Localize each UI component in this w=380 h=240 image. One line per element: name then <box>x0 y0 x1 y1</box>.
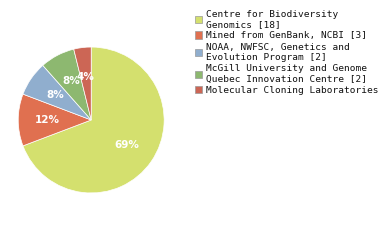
Wedge shape <box>18 94 91 146</box>
Wedge shape <box>23 47 164 193</box>
Text: 12%: 12% <box>35 115 60 125</box>
Wedge shape <box>74 47 91 120</box>
Text: 8%: 8% <box>46 90 64 100</box>
Text: 4%: 4% <box>77 72 95 82</box>
Text: 69%: 69% <box>115 140 140 150</box>
Wedge shape <box>43 49 91 120</box>
Text: 8%: 8% <box>62 76 80 86</box>
Wedge shape <box>23 65 91 120</box>
Legend: Centre for Biodiversity
Genomics [18], Mined from GenBank, NCBI [3], NOAA, NWFSC: Centre for Biodiversity Genomics [18], M… <box>195 10 380 95</box>
